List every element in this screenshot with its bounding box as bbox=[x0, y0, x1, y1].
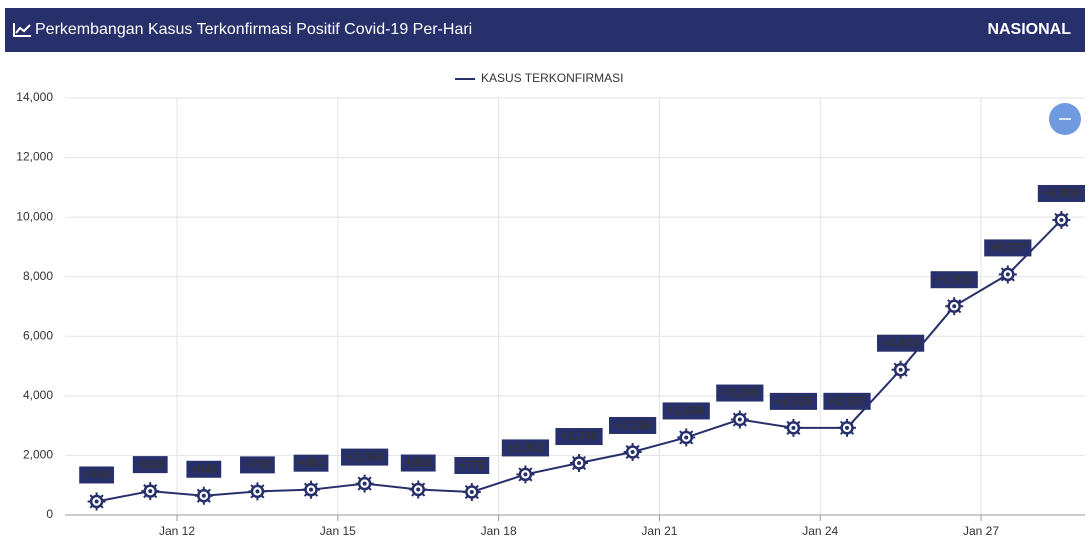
label-box bbox=[341, 448, 389, 466]
virus-marker bbox=[409, 480, 428, 499]
virus-core bbox=[898, 367, 903, 372]
y-tick-label: 12,000 bbox=[16, 150, 53, 164]
virus-marker bbox=[141, 482, 160, 501]
data-label: +850 bbox=[298, 456, 325, 470]
data-label: +2,604 bbox=[668, 404, 705, 418]
data-label: +7,010 bbox=[936, 272, 973, 286]
data-label: +1,362 bbox=[507, 441, 544, 455]
data-label: +1,745 bbox=[560, 429, 597, 443]
virus-core bbox=[1059, 217, 1064, 222]
data-label: +855 bbox=[405, 456, 432, 470]
chart-icon bbox=[13, 23, 31, 37]
y-tick-label: 0 bbox=[46, 507, 53, 521]
virus-marker bbox=[838, 418, 857, 437]
x-tick-label: Jan 24 bbox=[802, 524, 838, 538]
data-label: +1,054 bbox=[346, 450, 383, 464]
label-box bbox=[877, 334, 925, 352]
virus-marker bbox=[248, 482, 267, 501]
y-tick-label: 8,000 bbox=[23, 269, 53, 283]
virus-core bbox=[309, 487, 314, 492]
virus-core bbox=[416, 487, 421, 492]
virus-marker bbox=[623, 442, 642, 461]
data-label: +454 bbox=[83, 468, 110, 482]
virus-core bbox=[1005, 272, 1010, 277]
data-label: +2,925 bbox=[775, 394, 812, 408]
data-label: +772 bbox=[458, 458, 485, 472]
x-tick-label: Jan 18 bbox=[481, 524, 517, 538]
label-box bbox=[293, 454, 329, 472]
virus-marker bbox=[355, 474, 374, 493]
virus-core bbox=[845, 425, 850, 430]
virus-marker bbox=[570, 454, 589, 473]
label-box bbox=[930, 271, 978, 289]
virus-marker bbox=[1052, 210, 1071, 229]
data-label: +8,077 bbox=[989, 241, 1026, 255]
data-label: +9,905 bbox=[1043, 186, 1080, 200]
virus-core bbox=[255, 489, 260, 494]
virus-marker bbox=[302, 480, 321, 499]
virus-core bbox=[148, 489, 153, 494]
label-box bbox=[132, 456, 168, 474]
label-box bbox=[555, 428, 603, 446]
virus-core bbox=[94, 499, 99, 504]
label-box bbox=[609, 416, 657, 434]
label-box bbox=[984, 239, 1032, 257]
virus-core bbox=[201, 493, 206, 498]
virus-core bbox=[523, 472, 528, 477]
label-box bbox=[79, 466, 115, 484]
virus-marker bbox=[730, 410, 749, 429]
data-label: +2,116 bbox=[614, 418, 651, 432]
region: NASIONAL bbox=[987, 21, 1071, 38]
data-label: +793 bbox=[244, 458, 271, 472]
label-box bbox=[769, 392, 818, 410]
label-box bbox=[662, 402, 710, 420]
virus-marker bbox=[998, 265, 1017, 284]
y-tick-label: 4,000 bbox=[23, 388, 53, 402]
x-tick-label: Jan 21 bbox=[641, 524, 677, 538]
label-box bbox=[400, 454, 436, 472]
x-tick-label: Jan 27 bbox=[963, 524, 999, 538]
y-tick-label: 10,000 bbox=[16, 209, 53, 223]
virus-core bbox=[577, 461, 582, 466]
data-label: +2,927 bbox=[828, 394, 865, 408]
virus-core bbox=[630, 449, 635, 454]
label-box bbox=[501, 439, 550, 457]
label-box bbox=[186, 460, 222, 478]
x-tick-label: Jan 15 bbox=[320, 524, 356, 538]
virus-marker bbox=[516, 465, 535, 484]
data-label: +4,878 bbox=[882, 336, 919, 350]
virus-marker bbox=[462, 483, 481, 502]
label-box bbox=[716, 384, 764, 402]
label-box bbox=[1037, 184, 1086, 202]
label-box bbox=[454, 457, 490, 475]
y-tick-label: 6,000 bbox=[23, 328, 53, 342]
y-tick-label: 14,000 bbox=[16, 90, 53, 104]
virus-core bbox=[952, 304, 957, 309]
virus-marker bbox=[784, 418, 803, 437]
data-label: +3,205 bbox=[721, 386, 758, 400]
y-tick-label: 2,000 bbox=[23, 448, 53, 462]
label-box bbox=[240, 456, 275, 474]
virus-marker bbox=[194, 486, 213, 505]
zoom-button[interactable] bbox=[1049, 103, 1081, 135]
virus-marker bbox=[891, 360, 910, 379]
data-label: +646 bbox=[190, 462, 217, 476]
virus-marker bbox=[677, 428, 696, 447]
virus-core bbox=[791, 425, 796, 430]
virus-core bbox=[737, 417, 742, 422]
x-tick-label: Jan 12 bbox=[159, 524, 195, 538]
virus-core bbox=[684, 435, 689, 440]
virus-core bbox=[362, 481, 367, 486]
label-box bbox=[823, 392, 871, 410]
virus-marker bbox=[87, 492, 106, 511]
data-label: +802 bbox=[137, 457, 164, 471]
virus-core bbox=[469, 490, 474, 495]
virus-marker bbox=[945, 297, 964, 316]
header: Perkembangan Kasus Terkonfirmasi Positif… bbox=[5, 8, 1085, 52]
title: Perkembangan Kasus Terkonfirmasi Positif… bbox=[35, 21, 473, 38]
legend-label: KASUS TERKONFIRMASI bbox=[481, 71, 623, 85]
